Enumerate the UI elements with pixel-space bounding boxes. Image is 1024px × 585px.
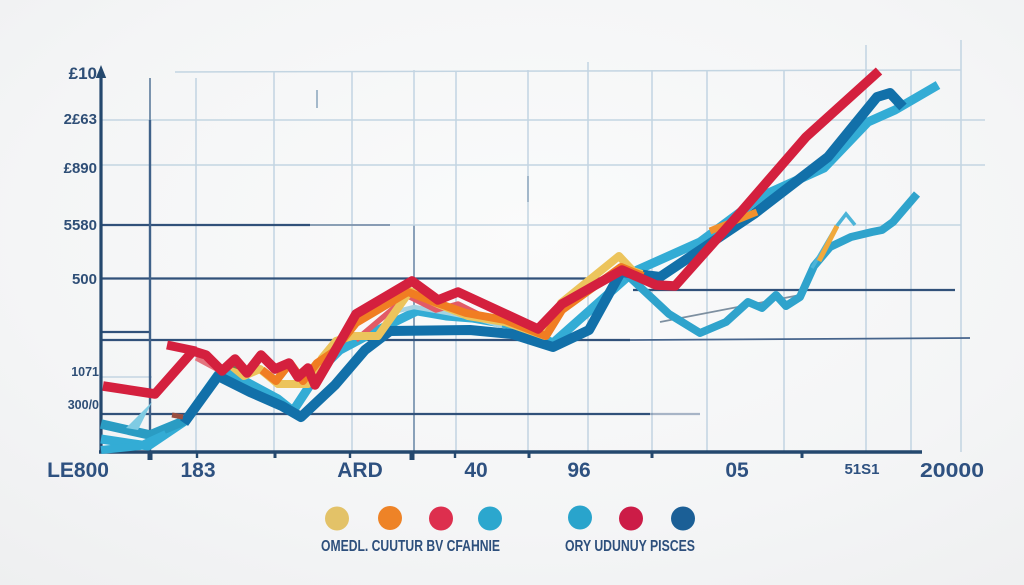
svg-text:5580: 5580 xyxy=(64,217,97,234)
svg-text:300/0: 300/0 xyxy=(68,398,99,412)
svg-text:2£63: 2£63 xyxy=(64,111,97,128)
svg-text:ARD: ARD xyxy=(337,459,383,482)
svg-text:40: 40 xyxy=(464,459,487,482)
svg-text:£890: £890 xyxy=(64,160,97,177)
svg-text:183: 183 xyxy=(180,459,215,482)
svg-text:ORY UDUNUY PISCES: ORY UDUNUY PISCES xyxy=(565,538,695,555)
svg-text:£10: £10 xyxy=(69,64,97,83)
svg-text:51S1: 51S1 xyxy=(844,461,879,478)
svg-text:20000: 20000 xyxy=(920,460,984,482)
svg-text:05: 05 xyxy=(725,459,749,482)
svg-text:OMEDL. CUUTUR BV CFAHNIE: OMEDL. CUUTUR BV CFAHNIE xyxy=(321,538,500,555)
svg-text:500: 500 xyxy=(72,271,97,288)
svg-text:96: 96 xyxy=(567,459,590,482)
svg-text:LE800: LE800 xyxy=(47,459,109,482)
svg-text:1071: 1071 xyxy=(71,365,99,379)
